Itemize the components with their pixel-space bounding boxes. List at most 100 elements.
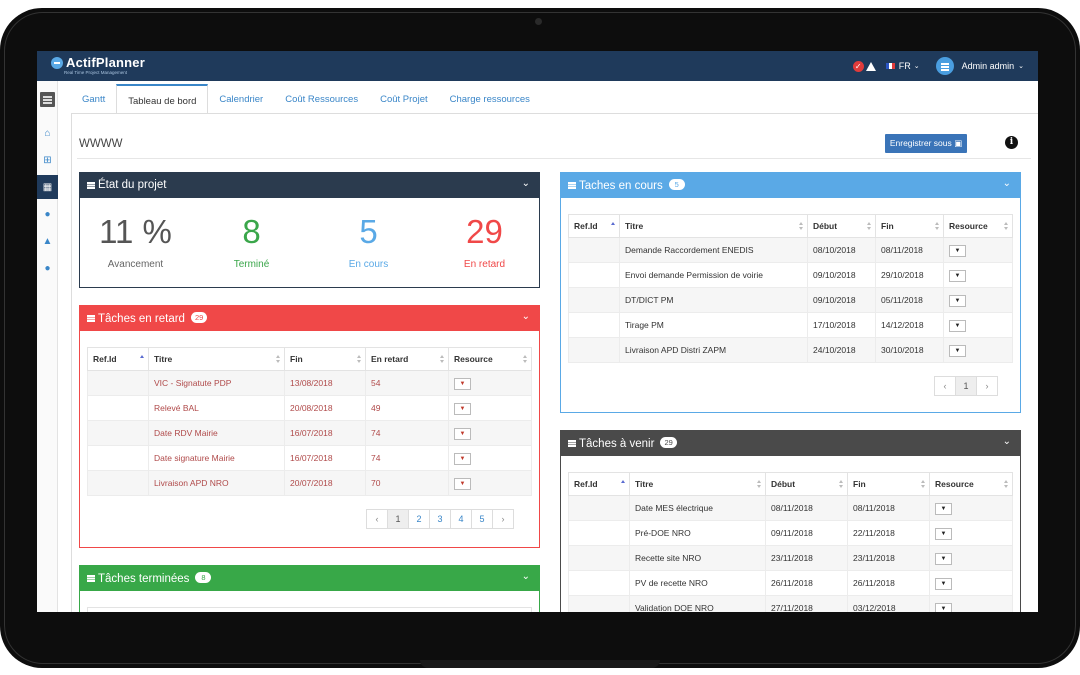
column-header[interactable]: Fin (847, 472, 930, 496)
table-row[interactable]: VIC - Signatute PDP 13/08/2018 54 ▼ (87, 370, 532, 396)
cell-debut: 17/10/2018 (807, 312, 876, 338)
column-header[interactable]: En retard (365, 347, 449, 371)
resource-dropdown[interactable]: ▼ (935, 502, 952, 515)
chevron-down-icon[interactable]: ⌄ (521, 571, 530, 582)
resource-dropdown[interactable]: ▼ (949, 344, 966, 357)
table-row[interactable]: Date signature Mairie 16/07/2018 74 ▼ (87, 445, 532, 471)
column-header[interactable]: Ref.Id (568, 214, 620, 238)
resource-dropdown[interactable]: ▼ (454, 377, 471, 390)
language-selector[interactable]: FR (898, 61, 911, 71)
panel-etat-projet: État du projet ⌄ 11 % Avancement 8 Termi… (79, 172, 540, 288)
stat-label: En cours (348, 259, 389, 270)
resource-dropdown[interactable]: ▼ (935, 527, 952, 540)
panel-header[interactable]: Tâches terminées 8 ⌄ (80, 566, 539, 591)
tab-cout-projet[interactable]: Coût Projet (380, 94, 428, 105)
sitemap-icon[interactable]: ⊞ (43, 154, 52, 166)
menu-toggle-icon[interactable] (40, 92, 55, 107)
pagination-page[interactable]: 4 (450, 509, 472, 529)
pagination-prev[interactable]: ‹ (366, 509, 388, 529)
tab-calendrier[interactable]: Calendrier (219, 94, 264, 105)
column-header[interactable]: Ref.Id (87, 347, 149, 371)
warning-icon[interactable]: ▲ (42, 235, 53, 247)
table-row[interactable]: Pré-DOE NRO 09/11/2018 22/11/2018 ▼ (568, 520, 1013, 546)
column-header[interactable]: Resource (448, 347, 532, 371)
table-row[interactable]: Date RDV Mairie 16/07/2018 74 ▼ (87, 420, 532, 446)
column-label: Fin (881, 221, 894, 231)
resource-dropdown[interactable]: ▼ (949, 244, 966, 257)
resource-dropdown[interactable]: ▼ (454, 402, 471, 415)
top-bar-right: ✓ FR ⌄ Admin admin ⌄ (852, 51, 1024, 81)
user-menu[interactable]: Admin admin (961, 61, 1015, 71)
pagination-page[interactable]: 3 (429, 509, 451, 529)
warning-icon[interactable] (865, 61, 876, 71)
table-row[interactable]: Validation DOE NRO 27/11/2018 03/12/2018 ▼ (568, 595, 1013, 612)
pagination-prev[interactable]: ‹ (934, 376, 956, 396)
resource-dropdown[interactable]: ▼ (949, 269, 966, 282)
cell-debut: 08/10/2018 (807, 237, 876, 263)
home-icon[interactable]: ⌂ (44, 127, 51, 139)
tab-gantt[interactable]: Gantt (82, 94, 106, 105)
column-header[interactable]: Fin (875, 214, 944, 238)
resource-dropdown[interactable]: ▼ (454, 452, 471, 465)
user-icon[interactable]: ● (44, 262, 51, 274)
table-row[interactable]: Relevé BAL 20/08/2018 49 ▼ (87, 395, 532, 421)
cell-fin: 26/11/2018 (847, 570, 930, 596)
tab-charge-ressources[interactable]: Charge ressources (449, 94, 530, 105)
panel-header[interactable]: État du projet ⌄ (80, 173, 539, 198)
pagination-page[interactable]: 2 (408, 509, 430, 529)
chevron-down-icon[interactable]: ⌄ (1002, 178, 1011, 189)
list-icon (568, 440, 576, 442)
table-row[interactable]: Envoi demande Permission de voirie 09/10/… (568, 262, 1013, 288)
pagination-next[interactable]: › (976, 376, 998, 396)
table-row[interactable]: PV de recette NRO 26/11/2018 26/11/2018 ▼ (568, 570, 1013, 596)
column-header[interactable]: Titre (619, 214, 808, 238)
info-icon[interactable]: i (1005, 136, 1018, 149)
tab-tableau-de-bord[interactable]: Tableau de bord (116, 84, 209, 114)
tab-cout-ressources[interactable]: Coût Ressources (285, 94, 359, 105)
pagination-page[interactable]: 5 (471, 509, 493, 529)
column-header[interactable]: Titre (629, 472, 766, 496)
chevron-down-icon[interactable]: ⌄ (521, 311, 530, 322)
column-header[interactable]: Ref.Id (568, 472, 630, 496)
calendar-icon[interactable]: ▦ (37, 175, 58, 199)
resource-dropdown[interactable]: ▼ (935, 577, 952, 590)
check-circle-icon[interactable]: ✓ (852, 60, 864, 72)
column-header[interactable]: Début (807, 214, 876, 238)
tablet-stand (420, 660, 660, 668)
panel-header[interactable]: Tâches à venir 29 ⌄ (561, 431, 1020, 456)
table-row[interactable]: DT/DICT PM 09/10/2018 05/11/2018 ▼ (568, 287, 1013, 313)
column-header[interactable]: Resource (929, 472, 1013, 496)
column-header[interactable]: Fin (284, 347, 366, 371)
chevron-down-icon[interactable]: ⌄ (521, 178, 530, 189)
user-avatar-icon[interactable] (935, 57, 954, 75)
resource-dropdown[interactable]: ▼ (949, 319, 966, 332)
pagination-page[interactable]: 1 (955, 376, 977, 396)
table-row[interactable]: Tirage PM 17/10/2018 14/12/2018 ▼ (568, 312, 1013, 338)
column-header[interactable]: Resource (943, 214, 1013, 238)
pagination-next[interactable]: › (492, 509, 514, 529)
column-header[interactable]: Début (765, 472, 848, 496)
upcoming-tasks-table: Ref.Id Titre Début Fin Resource Date MES… (568, 472, 1013, 612)
chevron-down-icon[interactable]: ⌄ (1002, 436, 1011, 447)
save-as-button[interactable]: Enregistrer sous ▣ (885, 134, 967, 153)
resource-dropdown[interactable]: ▼ (935, 552, 952, 565)
user-icon[interactable]: ● (44, 208, 51, 220)
panel-header[interactable]: Taches en cours 5 ⌄ (561, 173, 1020, 198)
chevron-down-icon[interactable]: ⌄ (1018, 63, 1024, 70)
column-header[interactable]: Titre (148, 347, 285, 371)
cell-ref (568, 262, 620, 288)
table-row[interactable]: Livraison APD NRO 20/07/2018 70 ▼ (87, 470, 532, 496)
resource-dropdown[interactable]: ▼ (949, 294, 966, 307)
panel-title: État du projet (98, 179, 167, 191)
resource-dropdown[interactable]: ▼ (454, 427, 471, 440)
table-row[interactable]: Recette site NRO 23/11/2018 23/11/2018 ▼ (568, 545, 1013, 571)
resource-dropdown[interactable]: ▼ (935, 602, 952, 612)
panel-header[interactable]: Tâches en retard 29 ⌄ (80, 306, 539, 331)
chevron-down-icon[interactable]: ⌄ (913, 63, 920, 70)
pagination-page[interactable]: 1 (387, 509, 409, 529)
table-row[interactable]: Date MES électrique 08/11/2018 08/11/2018 ▼ (568, 495, 1013, 521)
resource-dropdown[interactable]: ▼ (454, 477, 471, 490)
app-logo[interactable]: ActifPlanner (51, 55, 145, 70)
table-row[interactable]: Livraison APD Distri ZAPM 24/10/2018 30/10… (568, 337, 1013, 363)
table-row[interactable]: Demande Raccordement ENEDIS 08/10/2018 08/… (568, 237, 1013, 263)
